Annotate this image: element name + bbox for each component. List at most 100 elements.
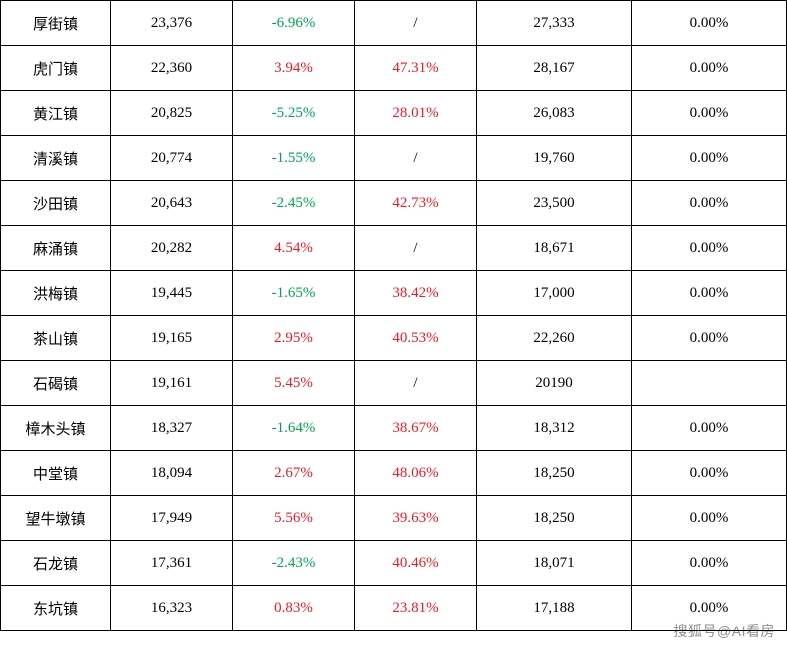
cell-town-name: 中堂镇 xyxy=(1,451,111,496)
cell-pct-1: 5.56% xyxy=(233,496,355,541)
table-row: 洪梅镇19,445-1.65%38.42%17,0000.00% xyxy=(1,271,787,316)
cell-town-name: 沙田镇 xyxy=(1,181,111,226)
cell-pct-3: 0.00% xyxy=(632,136,787,181)
cell-pct-3: 0.00% xyxy=(632,181,787,226)
table-row: 石碣镇19,1615.45%/20190 xyxy=(1,361,787,406)
table-row: 黄江镇20,825-5.25%28.01%26,0830.00% xyxy=(1,91,787,136)
cell-pct-1: 2.67% xyxy=(233,451,355,496)
cell-value-1: 20,282 xyxy=(111,226,233,271)
cell-pct-2: 39.63% xyxy=(355,496,477,541)
cell-pct-2: 28.01% xyxy=(355,91,477,136)
cell-pct-1: -5.25% xyxy=(233,91,355,136)
cell-value-1: 23,376 xyxy=(111,1,233,46)
cell-pct-2: 40.46% xyxy=(355,541,477,586)
cell-pct-1: -2.45% xyxy=(233,181,355,226)
cell-value-1: 18,094 xyxy=(111,451,233,496)
cell-pct-1: 2.95% xyxy=(233,316,355,361)
cell-town-name: 洪梅镇 xyxy=(1,271,111,316)
cell-value-2: 26,083 xyxy=(477,91,632,136)
table-row: 望牛墩镇17,9495.56%39.63%18,2500.00% xyxy=(1,496,787,541)
table-row: 清溪镇20,774-1.55%/19,7600.00% xyxy=(1,136,787,181)
cell-pct-2: 23.81% xyxy=(355,586,477,631)
cell-value-2: 19,760 xyxy=(477,136,632,181)
cell-pct-2: / xyxy=(355,136,477,181)
cell-value-2: 17,188 xyxy=(477,586,632,631)
cell-pct-3: 0.00% xyxy=(632,451,787,496)
cell-pct-1: -1.65% xyxy=(233,271,355,316)
table-row: 沙田镇20,643-2.45%42.73%23,5000.00% xyxy=(1,181,787,226)
cell-pct-3: 0.00% xyxy=(632,1,787,46)
cell-pct-3 xyxy=(632,361,787,406)
cell-pct-3: 0.00% xyxy=(632,496,787,541)
cell-value-1: 22,360 xyxy=(111,46,233,91)
table-row: 石龙镇17,361-2.43%40.46%18,0710.00% xyxy=(1,541,787,586)
cell-town-name: 樟木头镇 xyxy=(1,406,111,451)
cell-value-1: 19,165 xyxy=(111,316,233,361)
cell-pct-2: 47.31% xyxy=(355,46,477,91)
table-row: 东坑镇16,3230.83%23.81%17,1880.00% xyxy=(1,586,787,631)
cell-value-1: 18,327 xyxy=(111,406,233,451)
table-row: 厚街镇23,376-6.96%/27,3330.00% xyxy=(1,1,787,46)
cell-pct-2: 38.67% xyxy=(355,406,477,451)
table-row: 茶山镇19,1652.95%40.53%22,2600.00% xyxy=(1,316,787,361)
cell-value-1: 19,445 xyxy=(111,271,233,316)
cell-pct-1: -6.96% xyxy=(233,1,355,46)
cell-value-2: 27,333 xyxy=(477,1,632,46)
cell-town-name: 麻涌镇 xyxy=(1,226,111,271)
cell-pct-2: 48.06% xyxy=(355,451,477,496)
cell-pct-2: / xyxy=(355,1,477,46)
cell-pct-3: 0.00% xyxy=(632,586,787,631)
table-row: 虎门镇22,3603.94%47.31%28,1670.00% xyxy=(1,46,787,91)
table-row: 中堂镇18,0942.67%48.06%18,2500.00% xyxy=(1,451,787,496)
cell-value-1: 19,161 xyxy=(111,361,233,406)
cell-pct-1: -1.55% xyxy=(233,136,355,181)
cell-value-2: 18,071 xyxy=(477,541,632,586)
cell-pct-3: 0.00% xyxy=(632,541,787,586)
cell-pct-3: 0.00% xyxy=(632,91,787,136)
cell-town-name: 茶山镇 xyxy=(1,316,111,361)
table-row: 樟木头镇18,327-1.64%38.67%18,3120.00% xyxy=(1,406,787,451)
cell-value-1: 20,643 xyxy=(111,181,233,226)
price-table: 厚街镇23,376-6.96%/27,3330.00%虎门镇22,3603.94… xyxy=(0,0,787,631)
cell-pct-2: 42.73% xyxy=(355,181,477,226)
table-body: 厚街镇23,376-6.96%/27,3330.00%虎门镇22,3603.94… xyxy=(1,1,787,631)
cell-pct-3: 0.00% xyxy=(632,316,787,361)
cell-town-name: 石碣镇 xyxy=(1,361,111,406)
cell-pct-1: -1.64% xyxy=(233,406,355,451)
cell-pct-2: 38.42% xyxy=(355,271,477,316)
cell-value-2: 28,167 xyxy=(477,46,632,91)
cell-value-2: 22,260 xyxy=(477,316,632,361)
cell-pct-2: / xyxy=(355,226,477,271)
cell-pct-1: 4.54% xyxy=(233,226,355,271)
cell-value-1: 17,361 xyxy=(111,541,233,586)
cell-pct-3: 0.00% xyxy=(632,46,787,91)
cell-pct-1: -2.43% xyxy=(233,541,355,586)
table-row: 麻涌镇20,2824.54%/18,6710.00% xyxy=(1,226,787,271)
cell-value-2: 18,250 xyxy=(477,496,632,541)
cell-value-1: 20,774 xyxy=(111,136,233,181)
cell-value-2: 23,500 xyxy=(477,181,632,226)
cell-pct-3: 0.00% xyxy=(632,271,787,316)
cell-pct-1: 0.83% xyxy=(233,586,355,631)
cell-town-name: 厚街镇 xyxy=(1,1,111,46)
cell-value-2: 18,671 xyxy=(477,226,632,271)
cell-town-name: 石龙镇 xyxy=(1,541,111,586)
cell-pct-2: 40.53% xyxy=(355,316,477,361)
cell-town-name: 望牛墩镇 xyxy=(1,496,111,541)
cell-pct-1: 5.45% xyxy=(233,361,355,406)
cell-value-2: 18,250 xyxy=(477,451,632,496)
cell-value-1: 17,949 xyxy=(111,496,233,541)
cell-pct-3: 0.00% xyxy=(632,406,787,451)
cell-town-name: 东坑镇 xyxy=(1,586,111,631)
cell-pct-3: 0.00% xyxy=(632,226,787,271)
cell-value-2: 18,312 xyxy=(477,406,632,451)
cell-pct-1: 3.94% xyxy=(233,46,355,91)
cell-value-1: 20,825 xyxy=(111,91,233,136)
cell-pct-2: / xyxy=(355,361,477,406)
cell-town-name: 黄江镇 xyxy=(1,91,111,136)
cell-value-2: 17,000 xyxy=(477,271,632,316)
cell-town-name: 虎门镇 xyxy=(1,46,111,91)
cell-value-2: 20190 xyxy=(477,361,632,406)
cell-value-1: 16,323 xyxy=(111,586,233,631)
cell-town-name: 清溪镇 xyxy=(1,136,111,181)
